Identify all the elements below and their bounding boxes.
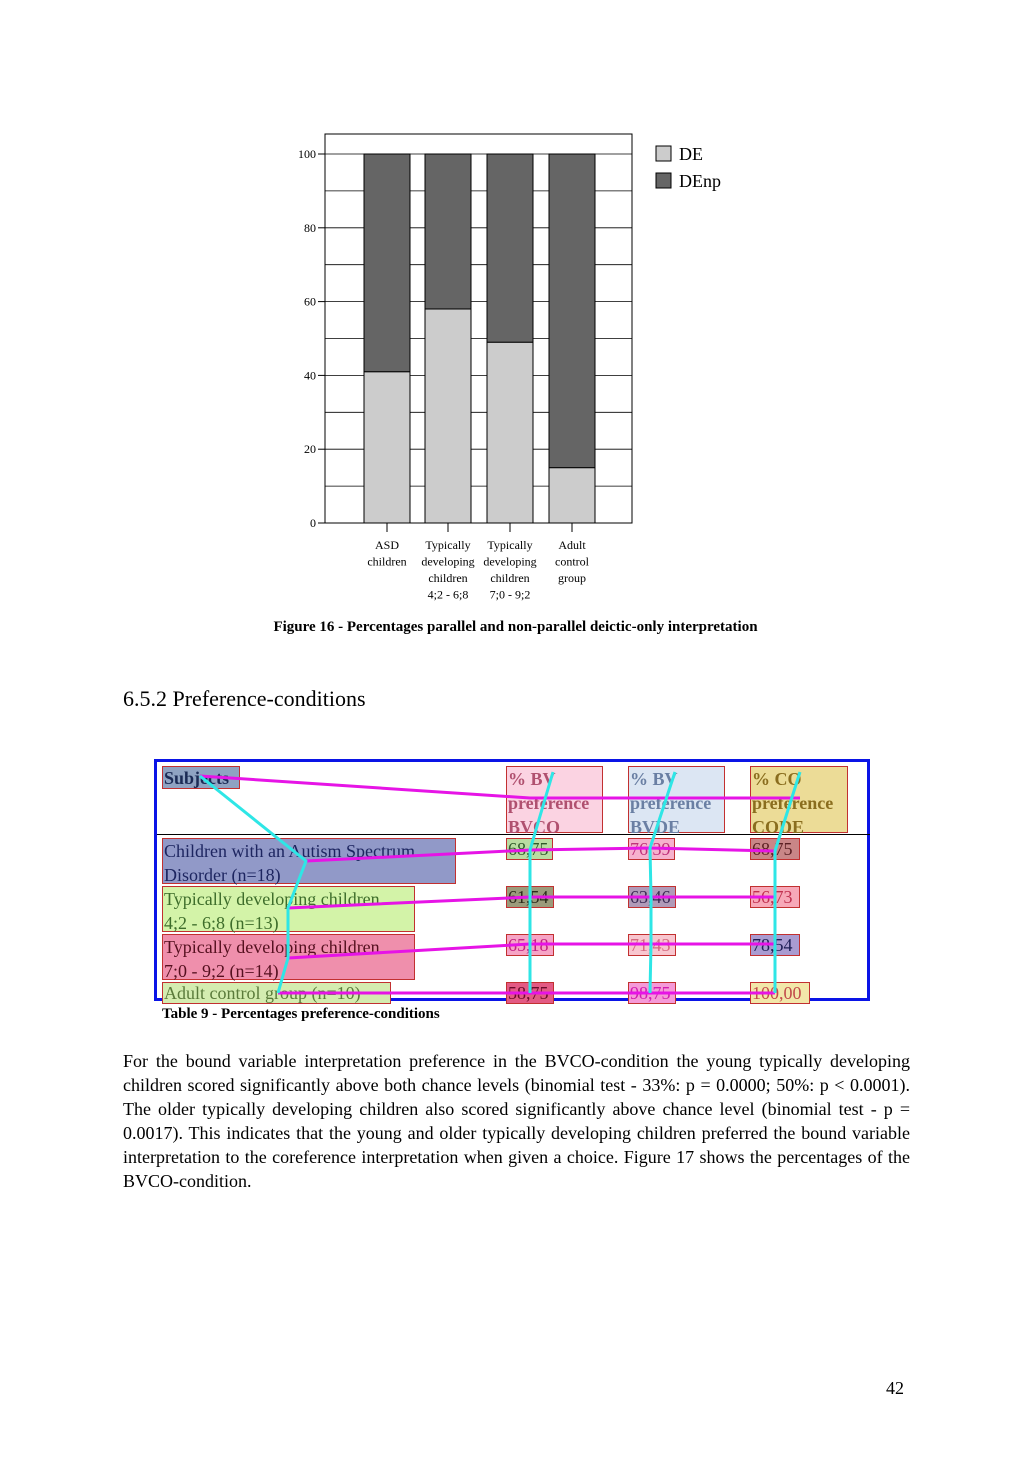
bar-de-2 (425, 309, 471, 523)
table-row-older-td-subject: Typically developing children 7;0 - 9;2 … (162, 934, 415, 980)
figure-caption: Figure 16 - Percentages parallel and non… (0, 619, 1031, 636)
x-tick-label: Typically (487, 538, 532, 552)
bar-denp-4 (549, 154, 595, 468)
table-cell-young-td-code: 56,73 (750, 886, 800, 908)
table-row-asd-subject: Children with an Autism Spectrum Disorde… (162, 838, 456, 884)
x-tick-label: Typically (425, 538, 470, 552)
table-cell-older-td-bvco: 65,18 (506, 934, 554, 956)
bar-denp-2 (425, 154, 471, 309)
table-cell-older-td-code: 78,54 (750, 934, 800, 956)
y-tick-label: 100 (298, 147, 316, 161)
table-row-young-td-subject: Typically developing children 4;2 - 6;8 … (162, 886, 415, 932)
y-tick-label: 20 (304, 442, 316, 456)
y-tick-label: 60 (304, 295, 316, 309)
table-header-subjects: Subjects (162, 766, 240, 789)
stacked-bar-chart: 0 20 40 60 80 100 ASD children Typically developi… (280, 125, 740, 610)
bar-de-1 (364, 372, 410, 523)
y-tick-label: 40 (304, 368, 316, 382)
table-cell-asd-code: 68,75 (750, 838, 800, 860)
x-tick-label: 7;0 - 9;2 (490, 588, 531, 602)
table-cell-asd-bvde: 76,39 (628, 838, 675, 860)
table-cell-young-td-bvde: 63,46 (628, 886, 676, 908)
legend-swatch-denp (656, 173, 671, 188)
legend-label-de: DE (679, 144, 703, 164)
body-paragraph: For the bound variable interpretation pr… (123, 1049, 910, 1193)
x-tick-label: control (555, 555, 590, 569)
table-cell-older-td-bvde: 71,43 (628, 934, 676, 956)
bar-de-4 (549, 468, 595, 523)
table-cell-adult-bvco: 58,75 (506, 982, 554, 1004)
bar-denp-1 (364, 154, 410, 372)
x-tick-label: group (558, 571, 586, 585)
x-tick-label: children (367, 555, 406, 569)
table-cell-adult-bvde: 98,75 (628, 982, 676, 1004)
table-cell-asd-bvco: 68,75 (506, 838, 553, 860)
x-tick-label: children (428, 571, 467, 585)
table-header-code: % CO preference CODE (750, 766, 848, 833)
table-header-bvco: % BV preference BVCO (506, 766, 603, 833)
legend-swatch-de (656, 146, 671, 161)
x-tick-label: children (490, 571, 529, 585)
bar-de-3 (487, 342, 533, 523)
y-tick-label: 0 (310, 516, 316, 530)
section-heading: 6.5.2 Preference-conditions (123, 686, 366, 712)
x-tick-label: developing (483, 555, 536, 569)
x-tick-label: ASD (375, 538, 399, 552)
table-header-bvde: % BV preference BVDE (628, 766, 725, 833)
table-row-adult-subject: Adult control group (n=10) (162, 982, 391, 1004)
bar-denp-3 (487, 154, 533, 342)
page-number: 42 (886, 1378, 904, 1399)
table-caption: Table 9 - Percentages preference-conditi… (162, 1006, 440, 1023)
y-tick-label: 80 (304, 221, 316, 235)
table-cell-adult-code: 100,00 (750, 982, 810, 1004)
legend-label-denp: DEnp (679, 171, 721, 191)
x-tick-label: developing (421, 555, 474, 569)
x-tick-label: Adult (558, 538, 586, 552)
table-cell-young-td-bvco: 61,54 (506, 886, 554, 908)
x-tick-label: 4;2 - 6;8 (428, 588, 469, 602)
